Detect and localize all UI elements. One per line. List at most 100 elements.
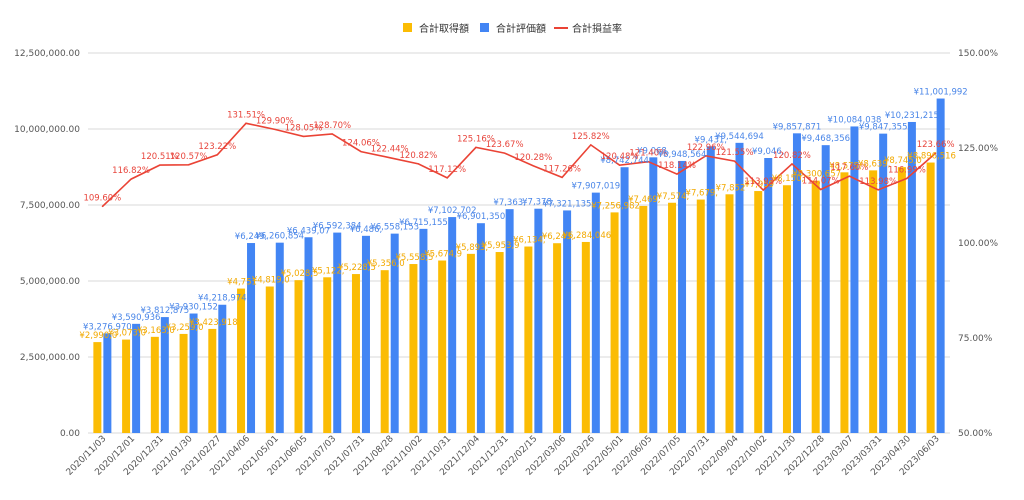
acquisition-data-label: ¥5,674,9 (424, 250, 462, 260)
valuation-data-label: ¥3,276,970 (83, 322, 132, 332)
valuation-data-label: ¥6,715,155 (399, 218, 448, 228)
bar-valuation (907, 121, 916, 433)
bar-valuation (189, 313, 198, 433)
bar-acquisition (208, 328, 217, 433)
bar-acquisition (93, 342, 102, 433)
bar-acquisition (524, 246, 533, 433)
acquisition-data-label: ¥8,639, (858, 159, 890, 169)
valuation-data-label: ¥9,431, (695, 135, 727, 145)
valuation-data-label: ¥10,084,038 (827, 115, 881, 125)
acquisition-data-label: ¥6,243, (542, 232, 574, 242)
ratio-point (417, 163, 420, 165)
bar-acquisition (294, 280, 303, 433)
bar-valuation (132, 323, 141, 433)
ratio-data-label: 128.70% (313, 121, 351, 131)
y-right-tick-label: 100.00% (958, 239, 998, 249)
bar-acquisition (122, 339, 131, 433)
ratio-data-label: 131.51% (227, 110, 265, 120)
ratio-data-label: 120.28% (514, 153, 552, 163)
bar-valuation (879, 133, 888, 433)
y-axis-left: 0.00 2,500,000.00 5,000,000.00 7,500,000.00… (14, 49, 80, 439)
bar-valuation (304, 237, 313, 433)
valuation-data-label: ¥6,901,350 (457, 212, 506, 222)
bar-acquisition (869, 170, 878, 434)
acquisition-data-label: ¥4,819,0 (252, 276, 290, 286)
valuation-data-label: ¥6,592,384 (313, 222, 362, 232)
ratio-point (676, 173, 678, 175)
bar-acquisition (179, 333, 188, 433)
acquisition-data-label: ¥3,259,0 (166, 323, 204, 333)
valuation-data-label: ¥6,249, (235, 232, 267, 242)
y-left-tick-label: 5,000,000.00 (20, 277, 80, 287)
y-left-tick-label: 10,000,000.00 (14, 125, 80, 135)
ratio-point (705, 155, 707, 157)
y-right-tick-label: 150.00% (958, 49, 998, 59)
gridlines (88, 52, 950, 434)
valuation-data-label: ¥6,260,854 (255, 232, 304, 242)
bar-acquisition (639, 205, 648, 433)
valuation-data-label: ¥3,590,936 (112, 313, 161, 323)
acquisition-data-label: ¥7,256,982 (591, 201, 640, 211)
bar-valuation (275, 242, 284, 433)
bar-valuation (390, 233, 399, 433)
acquisition-data-label: ¥5,893, (456, 243, 488, 253)
ratio-point (590, 144, 592, 146)
ratio-series-line (101, 122, 937, 208)
ratio-data-label: 128.05% (285, 123, 323, 133)
ratio-point (446, 177, 448, 179)
acquisition-data-label: ¥3,163,0 (137, 326, 175, 336)
acquisition-data-label: ¥3,423,918 (189, 318, 238, 328)
valuation-data-label: ¥7,363, (493, 198, 525, 208)
ratio-point (245, 122, 247, 124)
ratio-point (647, 161, 649, 163)
bar-acquisition (409, 264, 418, 433)
ratio-point (877, 189, 879, 191)
ratio-point (331, 133, 333, 135)
acquisition-data-label: ¥6,284,046 (562, 231, 611, 241)
bar-acquisition (668, 202, 677, 433)
ratio-data-label: 116.82% (112, 166, 150, 176)
legend-label: 合計損益率 (572, 22, 622, 35)
ratio-data-label: 123.67% (486, 140, 524, 150)
valuation-data-label: ¥9,847,355 (859, 123, 908, 133)
bar-acquisition (323, 277, 332, 433)
ratio-point (159, 164, 161, 166)
bar-valuation (333, 232, 342, 433)
ratio-point (791, 163, 793, 165)
valuation-data-label: ¥6,558,153 (370, 223, 419, 233)
ratio-point (935, 152, 937, 154)
bar-acquisition (466, 253, 475, 433)
acquisition-data-label: ¥8,745,0 (884, 156, 922, 166)
bar-valuation (160, 317, 169, 433)
ratio-point (216, 154, 218, 156)
bar-valuation (103, 333, 112, 433)
valuation-data-label: ¥7,907,019 (571, 182, 620, 192)
ratio-point (618, 164, 621, 166)
bar-acquisition (553, 243, 562, 433)
legend-swatch (403, 23, 412, 32)
y-left-tick-label: 2,500,000.00 (20, 353, 80, 363)
y-left-tick-label: 7,500,000.00 (20, 201, 80, 211)
valuation-data-label: ¥11,001,992 (914, 88, 968, 98)
valuation-data-label: ¥6,439,07 (287, 226, 330, 236)
acquisition-data-label: ¥5,953,9 (482, 241, 520, 251)
bar-valuation (649, 157, 658, 433)
bar-valuation (792, 133, 801, 433)
bar-acquisition (438, 260, 447, 433)
ratio-line (101, 122, 937, 208)
valuation-data-label: ¥6,486, (350, 225, 382, 235)
acquisition-data-label: ¥5,122, (312, 266, 344, 276)
bar-valuation (505, 209, 514, 433)
ratio-point (762, 189, 764, 191)
ratio-data-label: 118.14% (658, 161, 696, 171)
ratio-point (820, 188, 822, 191)
y-left-tick-label: 0.00 (60, 429, 80, 439)
ratio-point (475, 146, 477, 148)
ratio-data-label: 113.93% (744, 177, 782, 187)
ratio-data-label: 121.55% (716, 148, 754, 158)
bar-acquisition (581, 241, 590, 433)
ratio-data-label: 116.99% (888, 165, 926, 175)
bar-acquisition (150, 336, 159, 433)
valuation-data-label: ¥3,812,875 (140, 306, 189, 316)
